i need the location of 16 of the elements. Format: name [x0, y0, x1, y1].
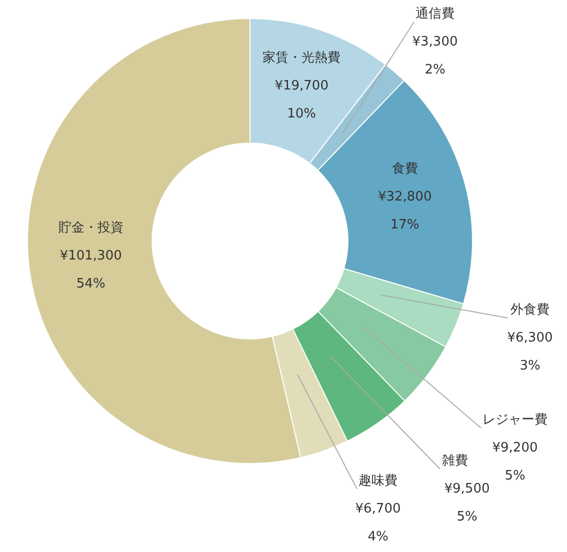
- data-label: ¥32,800 17%: [378, 189, 432, 232]
- data-label: ¥6,300 3%: [507, 330, 553, 374]
- slice-label: 家賃・光熱費: [262, 50, 341, 66]
- slice-label: 趣味費: [358, 473, 398, 488]
- slice-label: レジャー費: [482, 412, 548, 428]
- data-label: ¥19,700 10%: [274, 78, 328, 122]
- slice-label: 雑費: [442, 453, 468, 468]
- slice-label: 貯金・投資: [58, 220, 124, 236]
- data-label: ¥9,200 5%: [492, 440, 538, 484]
- data-label: ¥9,500 5%: [444, 481, 490, 524]
- data-label: ¥101,300 54%: [60, 248, 122, 292]
- data-label: ¥6,700 4%: [355, 501, 401, 544]
- slice-label: 通信費: [416, 6, 454, 22]
- data-label: ¥3,300 2%: [412, 34, 458, 78]
- slice-label: 外食費: [510, 302, 550, 318]
- slice-label: 食費: [392, 161, 418, 176]
